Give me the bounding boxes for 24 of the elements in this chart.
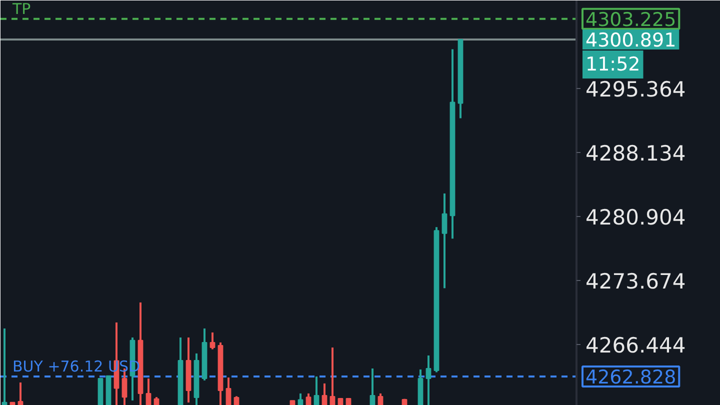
text: 4303.225 <box>586 8 676 31</box>
y-tick-label: 4288.134 <box>586 141 686 166</box>
candlestick <box>378 392 384 405</box>
candlestick <box>370 367 376 405</box>
text: 4300.891 <box>586 30 676 52</box>
candlestick <box>2 327 8 405</box>
y-tick-label: 4280.904 <box>586 205 686 230</box>
text: 4262.828 <box>586 366 676 388</box>
ref-line-label: TP <box>12 0 31 18</box>
candlestick <box>146 378 152 405</box>
candlestick <box>442 192 448 290</box>
candlestick <box>314 375 320 405</box>
candlestick <box>18 381 24 405</box>
text: 11:52 <box>586 54 640 76</box>
candlestick <box>322 382 328 405</box>
candlestick <box>226 376 232 405</box>
y-tick-label: 4266.444 <box>586 333 686 358</box>
candlestick <box>298 392 304 405</box>
y-tick-label: 4273.674 <box>586 269 686 294</box>
candlestick <box>426 354 432 405</box>
y-tick-label: 4295.364 <box>586 77 686 102</box>
candlestick <box>210 331 216 350</box>
candlestick <box>330 346 336 405</box>
candlestick <box>306 392 312 405</box>
